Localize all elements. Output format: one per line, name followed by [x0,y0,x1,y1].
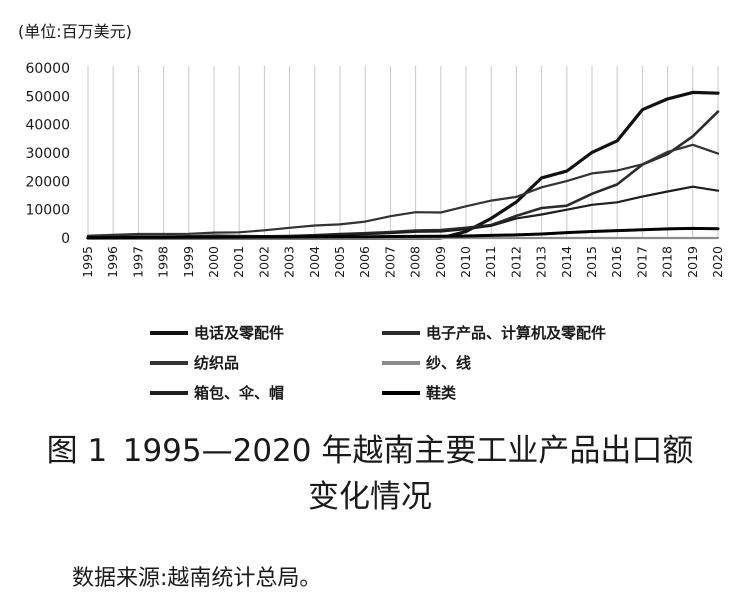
legend-swatch-icon [382,360,420,365]
series-line-1 [86,110,720,239]
x-tick-label: 2013 [534,246,549,278]
x-tick-label: 2008 [408,246,423,278]
x-tick-label: 2001 [231,246,246,278]
x-tick-label: 1998 [156,246,171,278]
legend-item-yarn: 纱、线 [382,352,471,373]
x-tick-label: 2016 [609,246,624,278]
legend-label: 电子产品、计算机及零配件 [426,324,607,342]
x-tick-label: 2000 [206,246,221,278]
x-tick-label: 2011 [483,246,498,278]
x-tick-label: 2003 [282,246,297,278]
x-tick-label: 2014 [559,246,574,278]
legend-swatch-icon [150,360,188,365]
x-tick-label: 2019 [685,246,700,278]
x-tick-label: 2007 [382,246,397,278]
x-tick-label: 2020 [710,246,725,278]
x-tick-label: 2018 [660,246,675,278]
legend-label: 箱包、伞、帽 [194,384,285,402]
x-tick-label: 2009 [433,246,448,278]
y-tick-label: 50000 [25,89,70,105]
unit-note: (单位:百万美元) [18,22,132,41]
y-tick-label: 10000 [25,203,70,219]
legend-item-textiles: 纺织品 [150,352,239,373]
x-tick-label: 1999 [181,246,196,278]
x-tick-label: 2010 [458,246,473,278]
legend-label: 纱、线 [426,354,472,372]
x-tick-label: 2017 [634,246,649,278]
caption-line-1: 图 1 1995—2020 年越南主要工业产品出口额 [0,428,740,474]
figure-label: 图 1 [46,433,108,469]
series-line-0 [86,90,720,240]
y-tick-label: 30000 [25,146,70,162]
x-tick-label: 2006 [357,246,372,278]
legend-item-phones: 电话及零配件 [150,322,284,343]
y-tick-label: 0 [61,231,70,247]
x-tick-label: 2012 [508,246,523,278]
legend-item-electronics: 电子产品、计算机及零配件 [382,322,606,343]
x-tick-label: 1997 [130,246,145,278]
legend-label: 电话及零配件 [194,324,285,342]
y-tick-label: 40000 [25,118,70,134]
legend-item-footwear: 鞋类 [382,382,456,403]
x-tick-label: 1996 [105,246,120,278]
legend-label: 纺织品 [194,354,240,372]
x-tick-label: 2002 [256,246,271,278]
caption-line-2: 变化情况 [308,479,432,515]
series-line-5 [86,226,720,240]
x-tick-label: 2015 [584,246,599,278]
series-line-2 [86,143,720,237]
line-chart: 0 10000 20000 30000 40000 50000 60000 1995 1996 1… [25,61,725,278]
y-tick-label: 60000 [25,61,70,77]
x-tick-label: 2004 [307,246,322,278]
legend-swatch-icon [382,390,420,395]
legend-item-bags: 箱包、伞、帽 [150,382,284,403]
legend-label: 鞋类 [426,384,457,402]
figure-caption: 图 1 1995—2020 年越南主要工业产品出口额 变化情况 [0,428,740,520]
source-note: 数据来源:越南统计总局。 [72,566,322,591]
legend-swatch-icon [150,390,188,395]
legend-swatch-icon [382,330,420,335]
caption-title: 1995—2020 年越南主要工业产品出口额 [122,433,694,469]
y-tick-label: 20000 [25,174,70,190]
legend-swatch-icon [150,330,188,335]
x-tick-label: 1995 [80,246,95,278]
x-tick-label: 2005 [332,246,347,278]
